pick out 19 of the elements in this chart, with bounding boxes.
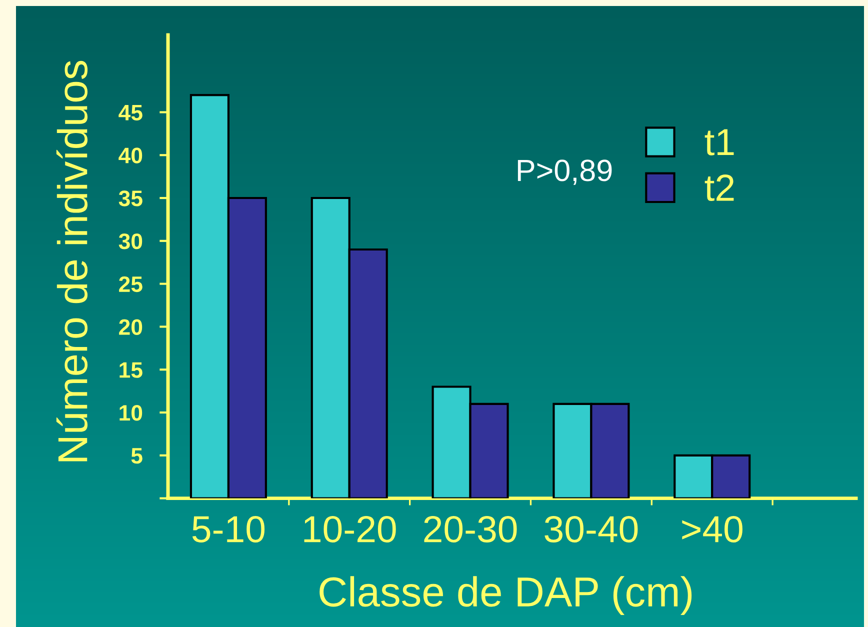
y-tick-label: 30 <box>118 233 142 250</box>
legend-label: t2 <box>704 174 734 201</box>
y-tick-label: 10 <box>120 405 142 421</box>
x-tick-label: 30-40 <box>544 516 638 543</box>
y-tick-label: 25 <box>119 276 142 292</box>
legend-label: t1 <box>704 129 734 156</box>
y-tick-label: 15 <box>120 362 142 378</box>
y-tick-label: 20 <box>119 319 142 335</box>
y-tick-label: 35 <box>118 190 142 206</box>
annotation: P>0,89 <box>518 160 612 185</box>
y-tick-label: 40 <box>118 148 142 164</box>
x-tick-label: 10-20 <box>304 516 396 543</box>
x-tick-label: >40 <box>682 516 742 543</box>
x-tick-label: 20-30 <box>424 516 517 543</box>
y-tick-label: 45 <box>118 104 142 120</box>
x-axis-title: Classe de DAP (cm) <box>320 576 692 615</box>
x-tick-label: 5-10 <box>192 516 265 543</box>
y-axis-title: Número de indivíduos <box>56 60 88 462</box>
y-tick-label: 5 <box>131 448 142 464</box>
